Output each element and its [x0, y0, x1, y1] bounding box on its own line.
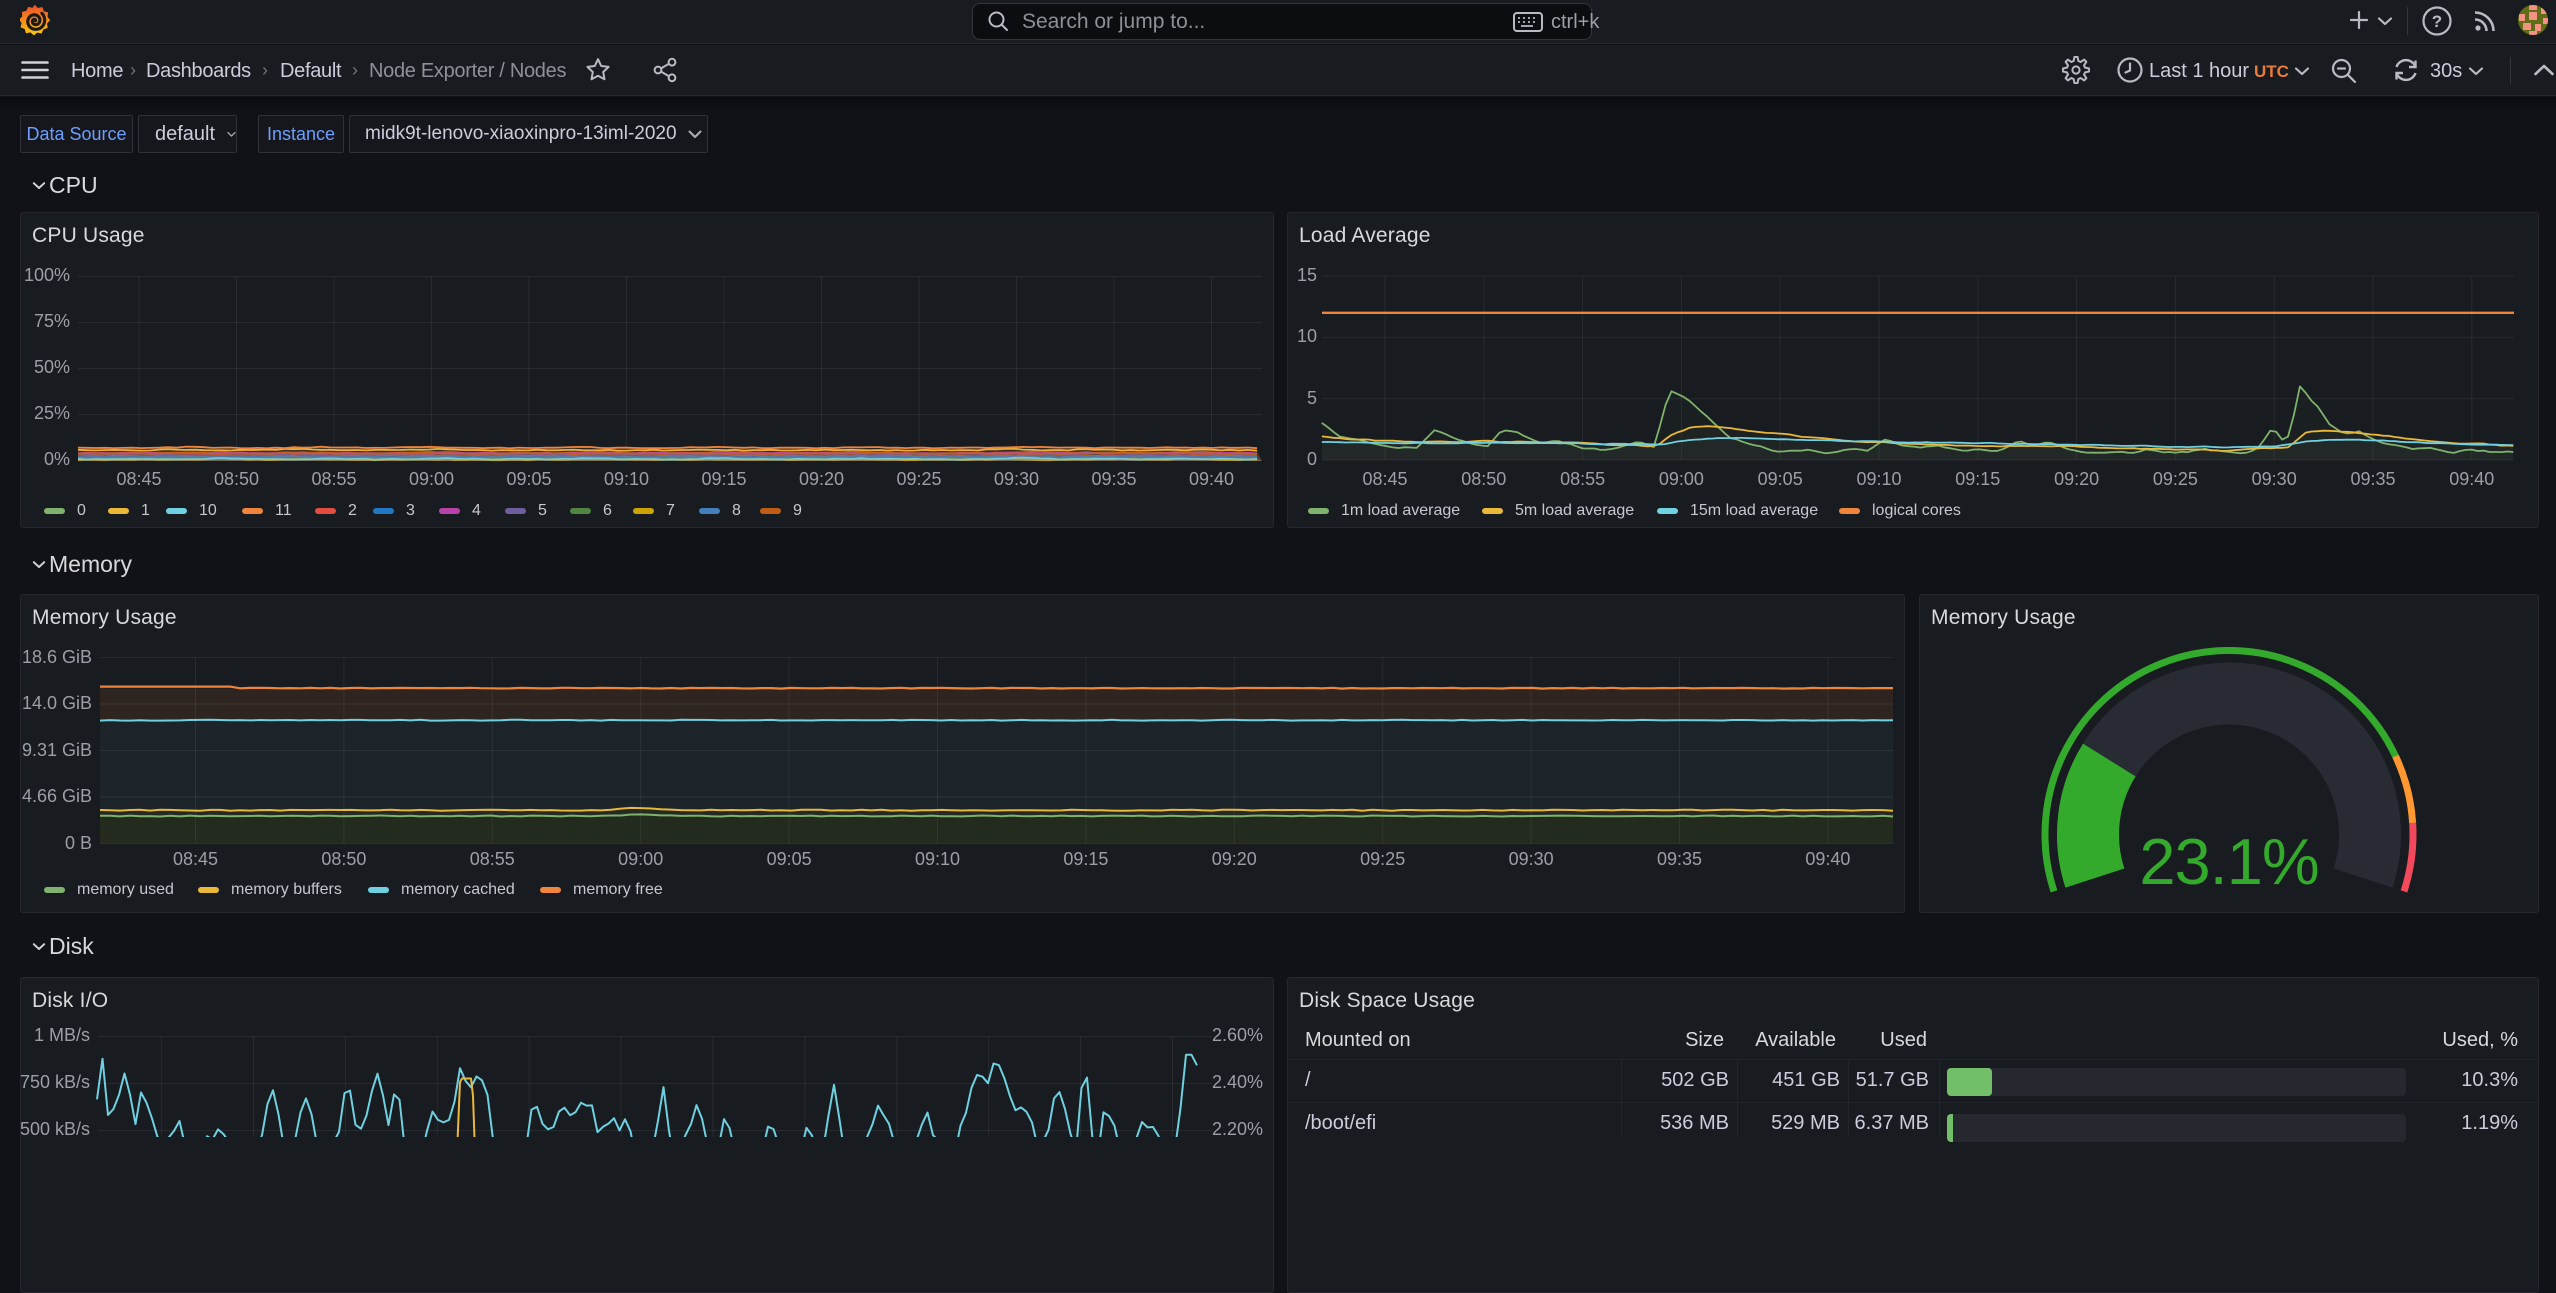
svg-text:23.1%: 23.1%: [2139, 825, 2318, 898]
svg-text:?: ?: [2432, 12, 2442, 31]
